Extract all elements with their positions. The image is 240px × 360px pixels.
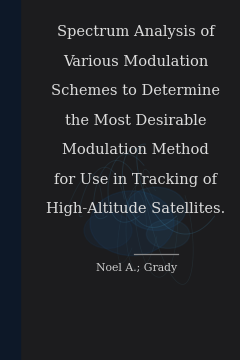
Text: High-Altitude Satellites.: High-Altitude Satellites. [46, 202, 225, 216]
Text: the Most Desirable: the Most Desirable [65, 114, 206, 128]
Text: Schemes to Determine: Schemes to Determine [51, 84, 220, 98]
Ellipse shape [90, 191, 174, 256]
Text: Noel A.; Grady: Noel A.; Grady [96, 263, 178, 273]
Ellipse shape [146, 220, 190, 248]
Bar [0, 0, 20, 360]
Text: Spectrum Analysis of: Spectrum Analysis of [57, 25, 214, 39]
Ellipse shape [84, 212, 132, 248]
Ellipse shape [126, 187, 186, 230]
Text: for Use in Tracking of: for Use in Tracking of [54, 173, 217, 187]
Text: Modulation Method: Modulation Method [62, 143, 209, 157]
Text: Various Modulation: Various Modulation [63, 55, 208, 69]
